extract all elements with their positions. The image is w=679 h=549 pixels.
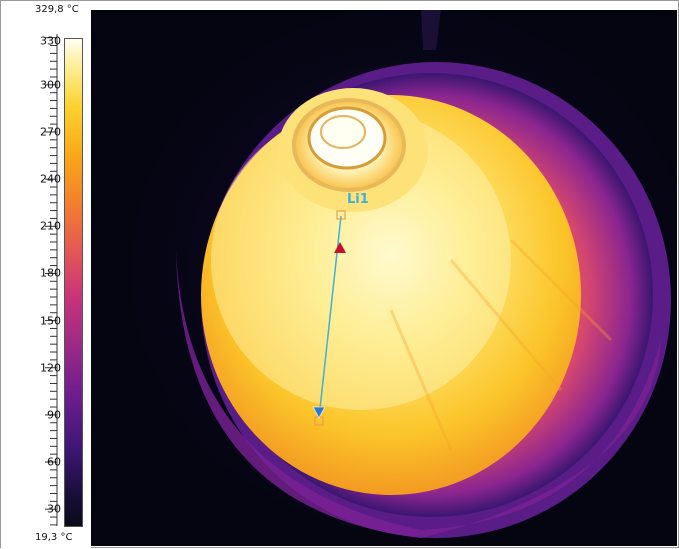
neck-opening bbox=[320, 115, 366, 149]
surface-streaks bbox=[389, 238, 613, 451]
scale-tick-marks bbox=[45, 34, 58, 526]
hot-spot-marker bbox=[334, 242, 346, 253]
scale-max-label: 329,8 °C bbox=[35, 4, 79, 15]
scale-tick-label: 300 bbox=[40, 78, 61, 92]
line-start-handle[interactable] bbox=[336, 210, 346, 220]
scale-tick-label: 330 bbox=[40, 34, 61, 48]
scale-tick-label: 120 bbox=[40, 361, 61, 375]
scale-tick-label: 150 bbox=[40, 314, 61, 328]
inner-hot-surface bbox=[201, 95, 581, 495]
scale-tick-label: 270 bbox=[40, 125, 61, 139]
color-palette-bar[interactable] bbox=[64, 38, 83, 527]
measurement-line-label: Li1 bbox=[347, 192, 369, 207]
scale-min-label: 19,3 °C bbox=[35, 532, 73, 543]
temperature-scale-panel: 329,8 °C 330 300 270 240 210 180 150 120 90 60 30 … bbox=[1, 1, 91, 549]
cold-spot-marker bbox=[312, 406, 326, 419]
scale-tick-label: 210 bbox=[40, 219, 61, 233]
scale-tick-label: 180 bbox=[40, 266, 61, 280]
scale-tick-label: 30 bbox=[47, 502, 61, 516]
thermal-image[interactable]: Li1 bbox=[91, 10, 677, 546]
scale-tick-label: 240 bbox=[40, 172, 61, 186]
scale-tick-label: 90 bbox=[47, 408, 61, 422]
scale-tick-label: 60 bbox=[47, 455, 61, 469]
thermal-image-canvas: Li1 bbox=[101, 10, 677, 546]
inner-highlight bbox=[211, 110, 511, 410]
pipe-outline bbox=[421, 10, 441, 50]
